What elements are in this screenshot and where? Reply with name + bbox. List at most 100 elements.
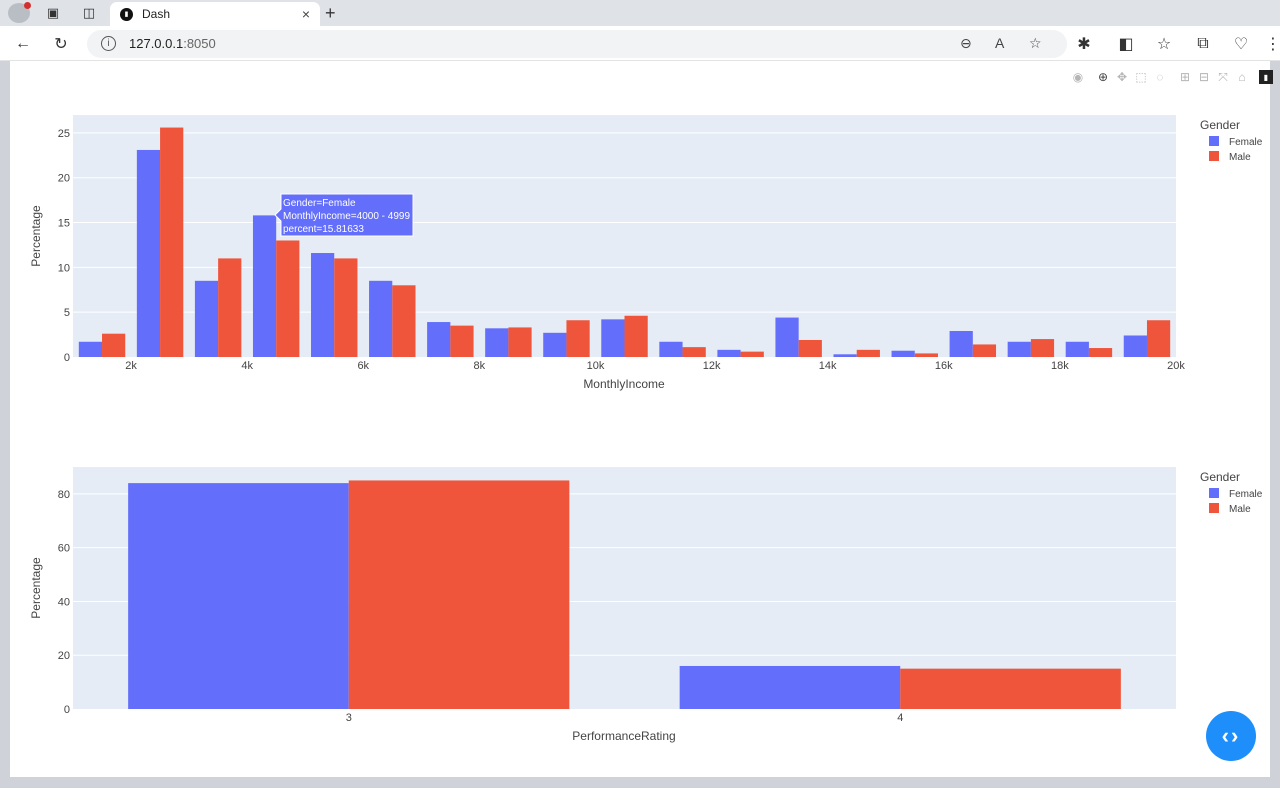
income-bar-female[interactable]	[949, 331, 973, 357]
income-y-tick-label: 10	[58, 262, 70, 274]
zoom-tool-icon[interactable]: ⊕	[1097, 70, 1109, 84]
income-bar-female[interactable]	[717, 349, 741, 357]
pan-icon[interactable]: ✥	[1116, 70, 1128, 84]
tab-dash[interactable]: ▮ Dash ×	[110, 2, 320, 26]
income-legend-male-swatch[interactable]	[1209, 151, 1219, 161]
income-bar-female[interactable]	[194, 280, 219, 357]
income-x-axis-title: MonthlyIncome	[583, 377, 665, 391]
address-url[interactable]: 127.0.0.1:8050	[129, 36, 216, 51]
browser-essentials-icon[interactable]: ♡	[1233, 36, 1249, 53]
performance-y-tick-label: 0	[64, 704, 70, 716]
performance-bar-female[interactable]	[128, 483, 349, 709]
refresh-icon[interactable]: ↻	[54, 36, 68, 53]
camera-icon[interactable]: ◉	[1072, 70, 1084, 84]
income-bar-female[interactable]	[369, 280, 393, 357]
zoom-icon[interactable]: ⊖	[960, 35, 972, 51]
income-bar-female[interactable]	[1065, 341, 1089, 357]
tab-strip: ▣ ◫ ▮ Dash × +	[0, 0, 1280, 26]
income-legend-male[interactable]: Male	[1229, 152, 1251, 163]
more-menu-icon[interactable]: ⋮	[1265, 36, 1280, 53]
back-arrow-icon[interactable]: ←	[15, 35, 31, 52]
income-bar-female[interactable]	[485, 328, 509, 357]
performance-bar-male[interactable]	[900, 668, 1121, 709]
income-bar-male[interactable]	[218, 258, 242, 357]
income-bar-male[interactable]	[276, 240, 300, 357]
income-bar-female[interactable]	[833, 354, 857, 357]
profile-icon[interactable]	[8, 2, 31, 23]
autoscale-icon[interactable]: ⤧	[1218, 69, 1228, 84]
read-aloud-icon[interactable]: A	[995, 35, 1005, 51]
income-bar-male[interactable]	[914, 353, 938, 357]
site-info-icon[interactable]: i	[101, 36, 116, 51]
income-bar-female[interactable]	[136, 149, 161, 357]
income-y-ticks: 0 5 10 15 20 25	[58, 128, 70, 364]
income-bar-female[interactable]	[252, 215, 277, 357]
tooltip-line-income: MonthlyIncome=4000 - 4999	[283, 211, 410, 222]
income-bar-male[interactable]	[392, 285, 416, 357]
income-bar-male[interactable]	[740, 351, 764, 357]
lasso-select-icon[interactable]: ◌	[1156, 70, 1164, 84]
dash-devtools-button[interactable]: ‹›	[1206, 711, 1256, 761]
performance-bar-male[interactable]	[348, 480, 570, 709]
vertical-tabs-icon[interactable]: ◫	[82, 5, 96, 20]
income-bar-male[interactable]	[798, 339, 822, 357]
income-bar-female[interactable]	[601, 319, 625, 357]
income-bar-female[interactable]	[775, 317, 799, 357]
income-bar-male[interactable]	[566, 320, 590, 357]
income-bar-female[interactable]	[1123, 335, 1147, 357]
income-bar-female[interactable]	[311, 253, 335, 357]
income-bar-male[interactable]	[160, 127, 184, 357]
tab-title: Dash	[142, 7, 171, 21]
income-legend-female-swatch[interactable]	[1209, 136, 1219, 146]
favorites-icon[interactable]: ☆	[1156, 36, 1172, 53]
extensions-icon[interactable]: ✱	[1077, 36, 1091, 53]
tab-close-icon[interactable]: ×	[301, 6, 310, 22]
income-y-tick-label: 15	[58, 218, 70, 230]
income-bar-male[interactable]	[1088, 348, 1113, 357]
income-bar-female[interactable]	[659, 341, 683, 357]
performance-legend-female[interactable]: Female	[1229, 489, 1263, 500]
income-bar-male[interactable]	[334, 258, 358, 357]
income-x-tick-label: 12k	[703, 360, 721, 372]
new-tab-button[interactable]: +	[325, 3, 336, 23]
performance-legend-title: Gender	[1200, 470, 1240, 484]
income-bar-male[interactable]	[1030, 339, 1055, 357]
performance-bar-female[interactable]	[679, 665, 901, 709]
workspaces-icon[interactable]: ▣	[46, 5, 60, 20]
split-screen-icon[interactable]: ◧	[1118, 36, 1134, 53]
zoom-out-icon[interactable]: ⊟	[1198, 70, 1210, 84]
income-y-axis-title: Percentage	[29, 205, 43, 267]
income-bar-female[interactable]	[78, 341, 103, 357]
income-x-tick-label: 18k	[1051, 360, 1069, 372]
performance-legend-male[interactable]: Male	[1229, 504, 1251, 515]
performance-legend-male-swatch[interactable]	[1209, 503, 1219, 513]
performance-x-axis-title: PerformanceRating	[572, 729, 675, 743]
income-bar-male[interactable]	[508, 327, 532, 357]
income-bar-male[interactable]	[856, 349, 880, 357]
income-bar-male[interactable]	[102, 333, 126, 357]
income-bar-female[interactable]	[543, 332, 567, 357]
plotly-logo-icon[interactable]: ▮	[1259, 70, 1273, 84]
collections-icon[interactable]: ⧉	[1197, 35, 1209, 52]
box-select-icon[interactable]: ⬚	[1135, 70, 1147, 84]
income-y-tick-label: 25	[58, 128, 70, 140]
income-bar-male[interactable]	[1146, 320, 1171, 357]
income-bar-female[interactable]	[427, 322, 451, 357]
income-bar-female[interactable]	[1007, 341, 1031, 357]
income-bar-male[interactable]	[450, 325, 474, 357]
income-bar-male[interactable]	[624, 315, 648, 357]
performance-x-tick-label: 3	[346, 712, 352, 724]
income-bar-male[interactable]	[682, 347, 706, 357]
add-favorite-star-icon[interactable]: ☆	[1029, 35, 1042, 51]
address-bar[interactable]: i 127.0.0.1:8050 ⊖ A ☆	[87, 30, 1067, 58]
income-x-tick-label: 8k	[474, 360, 486, 372]
performance-legend-female-swatch[interactable]	[1209, 488, 1219, 498]
income-legend-female[interactable]: Female	[1229, 137, 1263, 148]
income-bar-male[interactable]	[972, 344, 997, 357]
reset-axes-icon[interactable]: ⌂	[1238, 70, 1246, 84]
income-y-tick-label: 0	[64, 352, 70, 364]
zoom-in-icon[interactable]: ⊞	[1179, 70, 1191, 84]
dash-favicon-icon: ▮	[120, 7, 133, 21]
income-bar-female[interactable]	[891, 350, 915, 357]
